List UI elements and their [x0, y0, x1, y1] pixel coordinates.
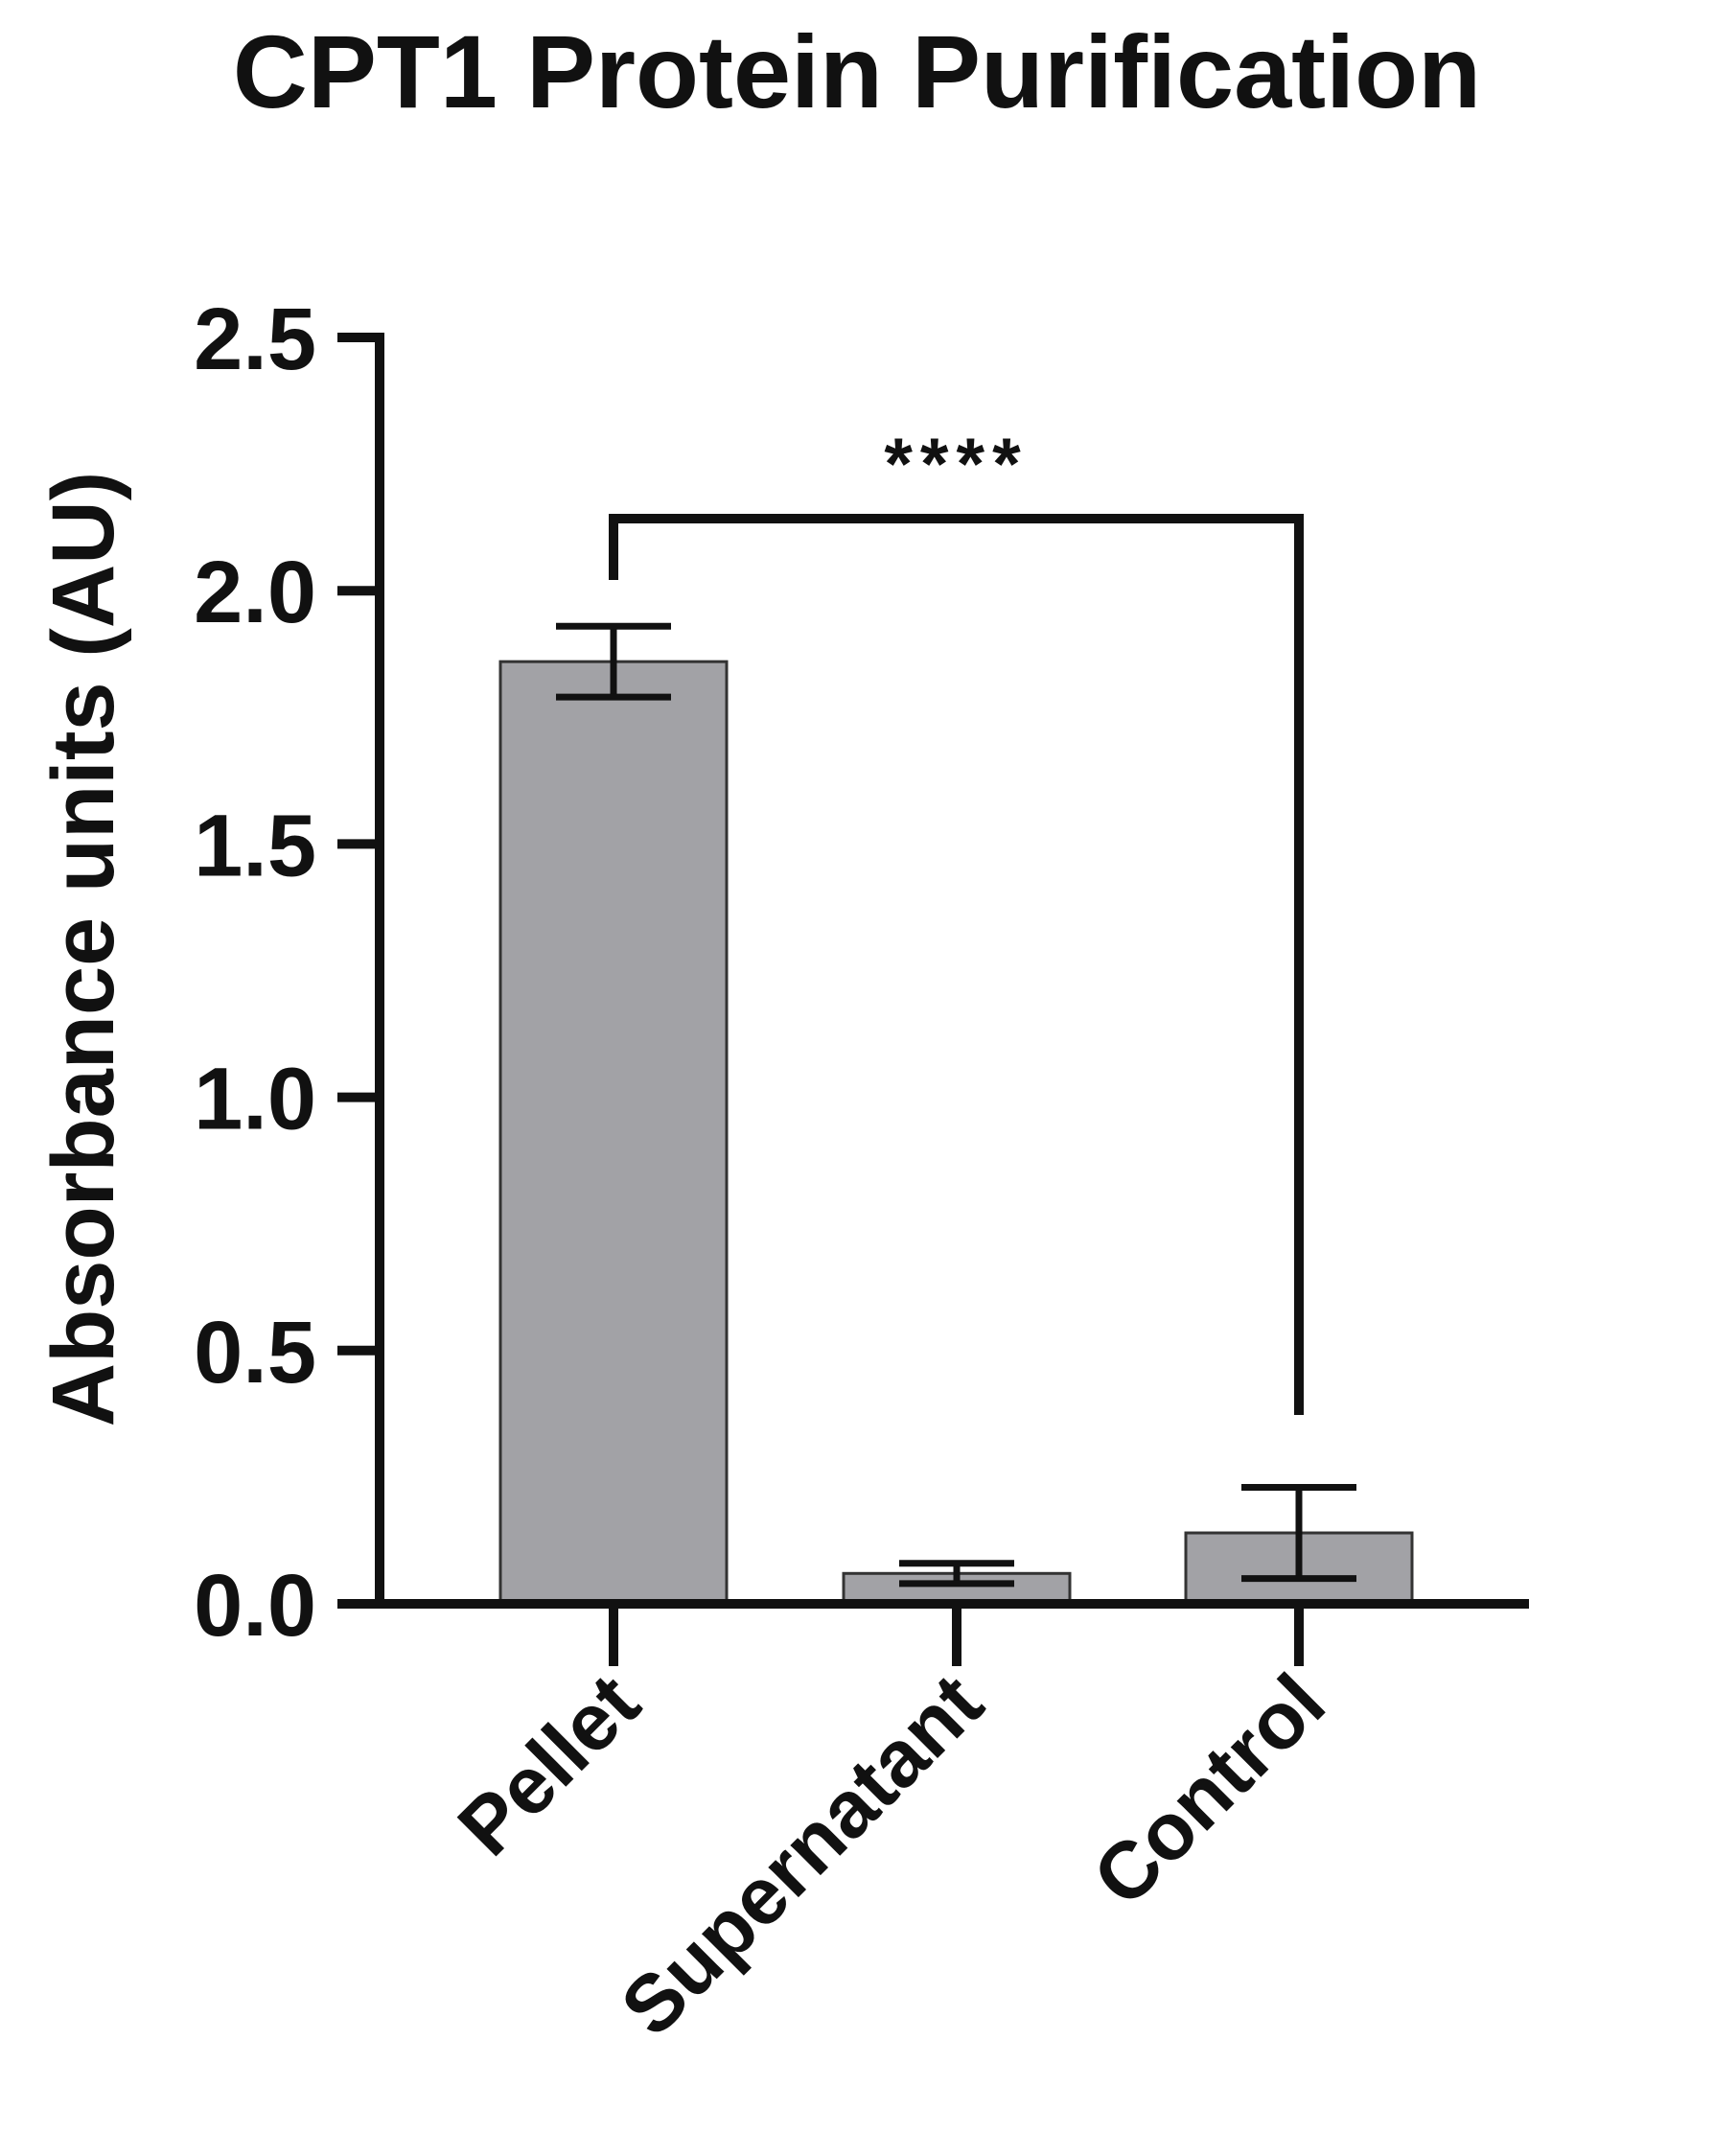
y-axis-label: Absorbance units (AU) [35, 472, 132, 1427]
y-tick-label: 1.0 [194, 1051, 316, 1148]
significance-bracket [609, 514, 1304, 1415]
x-tick-label: Pellet [441, 1657, 657, 1872]
significance-annotation: **** [609, 424, 1304, 1415]
error-bars-group [556, 622, 1356, 1588]
x-tick-label: Control [1076, 1657, 1342, 1923]
bars-group [498, 660, 1414, 1606]
chart-title: CPT1 Protein Purification [233, 13, 1481, 129]
x-tick-label: Supernatant [604, 1657, 1000, 2052]
y-tick-label: 0.0 [194, 1557, 316, 1655]
y-tick-label: 1.5 [194, 797, 316, 894]
y-tick-label: 0.5 [194, 1304, 316, 1402]
y-tick-label: 2.5 [194, 290, 316, 388]
y-ticks-group: 0.0 0.5 1.0 1.5 2.0 2.5 [194, 290, 380, 1655]
y-tick-label: 2.0 [194, 544, 316, 641]
significance-stars: **** [884, 424, 1028, 505]
bar-pellet [498, 660, 729, 1606]
